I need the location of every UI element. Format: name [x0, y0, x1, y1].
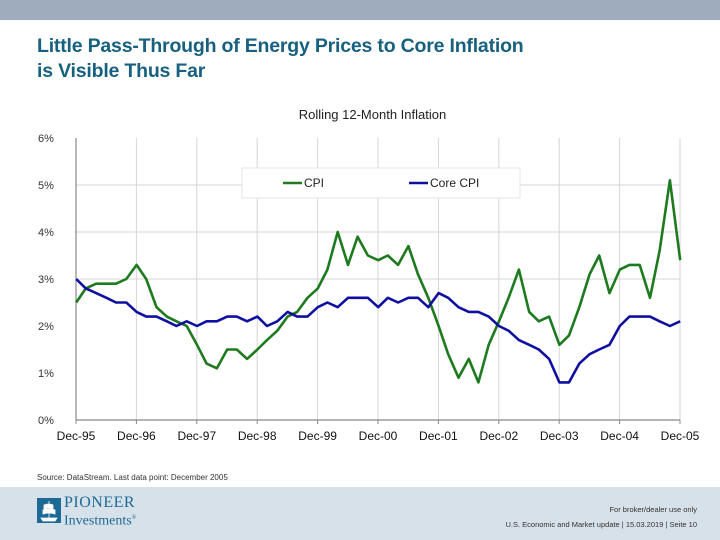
page-title-line-1: Little Pass-Through of Energy Prices to … [37, 35, 524, 57]
x-tick-label: Dec-01 [419, 429, 458, 443]
legend-label-core-cpi: Core CPI [430, 176, 479, 190]
x-tick-label: Dec-04 [600, 429, 639, 443]
y-tick-label: 5% [38, 180, 54, 192]
x-tick-label: Dec-98 [238, 429, 277, 443]
x-tick-label: Dec-95 [57, 429, 96, 443]
y-tick-label: 6% [38, 133, 54, 145]
footer: PIONEER Investments® For broker/dealer u… [0, 487, 720, 540]
registered-mark: ® [131, 515, 137, 521]
series-lines [75, 179, 682, 384]
top-banner [0, 0, 720, 20]
inflation-chart: 0%1%2%3%4%5%6% Dec-95 Dec-96 Dec-97 Dec-98 D… [38, 133, 700, 443]
x-tick-label: Dec-00 [359, 429, 398, 443]
x-tick-label: Dec-02 [479, 429, 518, 443]
page-title-line-2: is Visible Thus Far [37, 60, 206, 82]
source-note: Source: DataStream. Last data point: Dec… [37, 473, 228, 482]
x-tick-label: Dec-99 [298, 429, 337, 443]
x-tick-label: Dec-03 [540, 429, 579, 443]
page-title: Little Pass-Through of Energy Prices to … [37, 34, 697, 84]
logo-text-pioneer: PIONEER [64, 494, 136, 511]
y-tick-label: 3% [38, 274, 54, 286]
legend: CPI Core CPI [241, 167, 521, 199]
document-info: U.S. Economic and Market update | 15.03.… [505, 520, 697, 529]
series-line-cpi [75, 179, 682, 384]
x-axis-ticks: Dec-95 Dec-96 Dec-97 Dec-98 Dec-99 Dec-00 Dec-… [57, 420, 700, 443]
series-line-core-cpi [75, 278, 681, 384]
y-tick-label: 4% [38, 227, 54, 239]
x-tick-label: Dec-05 [661, 429, 700, 443]
logo-text-investments: Investments® [64, 511, 136, 529]
ship-logo-icon [37, 498, 61, 523]
usage-note: For broker/dealer use only [609, 505, 697, 514]
chart-title: Rolling 12-Month Inflation [298, 107, 447, 122]
y-tick-label: 0% [38, 415, 54, 427]
legend-label-cpi: CPI [304, 176, 324, 190]
y-tick-label: 2% [38, 321, 54, 333]
x-tick-label: Dec-96 [117, 429, 156, 443]
x-tick-label: Dec-97 [177, 429, 216, 443]
y-tick-label: 1% [38, 368, 54, 380]
y-axis-ticks: 0% 1% 2% 3% 4% 5% 6% [38, 133, 54, 427]
logo-investments-label: Investments [64, 513, 132, 529]
